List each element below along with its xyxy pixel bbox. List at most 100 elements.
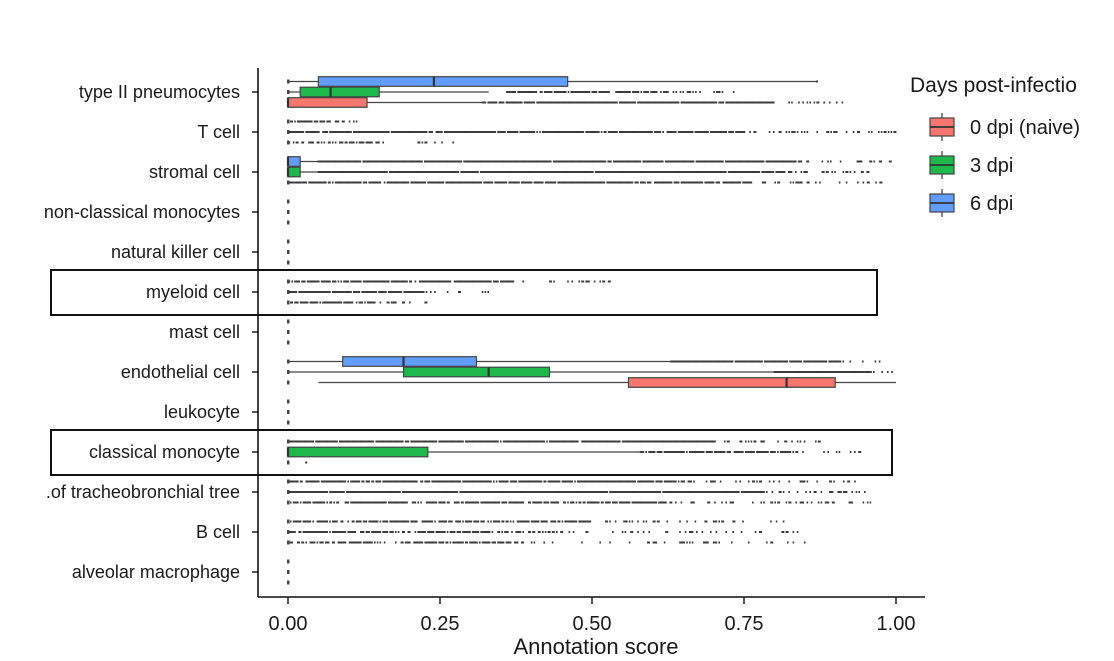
outlier-point (662, 101, 664, 104)
outlier-point (772, 451, 775, 453)
outlier-point (397, 491, 400, 493)
outlier-point (389, 440, 391, 443)
outlier-point (718, 91, 721, 93)
outlier-point (733, 451, 736, 453)
outlier-point (396, 491, 398, 493)
outlier-point (362, 491, 365, 493)
outlier-point (375, 171, 377, 173)
outlier-point (644, 91, 647, 93)
outlier-point (532, 101, 534, 104)
outlier-point (433, 160, 436, 163)
outlier-point (494, 101, 496, 104)
outlier-point (671, 171, 674, 173)
outlier-point (659, 131, 662, 133)
outlier-point (808, 371, 811, 373)
outliers-b-cell-0-dpi-naive (287, 541, 806, 544)
outlier-point (783, 171, 786, 173)
outlier-point (520, 101, 523, 104)
outlier-point (339, 301, 341, 304)
outlier-point (469, 181, 471, 184)
box-body (287, 97, 368, 108)
outlier-point (305, 131, 307, 133)
outlier-point (389, 160, 391, 163)
outlier-point (494, 160, 496, 163)
outlier-point (350, 181, 352, 184)
outlier-point (849, 451, 852, 453)
outlier-point (339, 131, 341, 133)
outlier-point (553, 91, 556, 93)
outlier-point (434, 181, 436, 184)
outlier-point (327, 480, 330, 483)
outlier-point (634, 101, 636, 104)
outlier-point (400, 280, 403, 283)
outlier-point (631, 131, 634, 133)
outlier-point (826, 371, 829, 373)
outlier-point (691, 531, 694, 533)
outlier-point (596, 480, 599, 483)
outlier-point (630, 440, 632, 443)
outlier-point (754, 491, 757, 493)
outlier-point (544, 101, 547, 104)
outlier-point (316, 480, 319, 483)
outlier-point (484, 491, 487, 493)
outlier-point (409, 131, 411, 133)
outlier-point (694, 101, 697, 104)
outlier-point (533, 541, 536, 544)
outlier-point (831, 171, 833, 173)
outlier-point (839, 360, 842, 363)
outlier-point (487, 531, 489, 533)
outlier-point (523, 491, 526, 493)
outlier-point (677, 101, 680, 104)
outlier-point (413, 131, 415, 133)
outlier-point (695, 101, 698, 104)
outlier-point (331, 171, 334, 173)
outlier-point (332, 181, 334, 184)
outlier-point (829, 371, 832, 373)
outlier-point (815, 360, 818, 363)
outlier-point (764, 360, 766, 363)
outlier-point (362, 541, 365, 544)
outlier-point (498, 531, 501, 533)
outlier-point (343, 291, 345, 293)
outlier-point (315, 531, 317, 533)
outlier-point (778, 181, 781, 184)
outlier-point (639, 101, 642, 104)
outlier-point (691, 501, 694, 504)
outlier-point (579, 520, 582, 523)
outlier-point (347, 480, 349, 483)
outlier-point (600, 101, 603, 104)
outlier-point (295, 491, 298, 493)
outlier-point (650, 91, 652, 93)
outlier-point (592, 101, 594, 104)
outlier-point (836, 131, 838, 133)
outlier-point (726, 451, 729, 453)
outlier-point (541, 160, 544, 163)
box-classical-monocyte-3-dpi (286, 446, 641, 458)
outlier-point (581, 520, 583, 523)
outlier-point (389, 520, 391, 523)
outlier-point (649, 501, 652, 504)
outlier-point (811, 360, 814, 363)
outlier-point (489, 171, 492, 173)
outlier-point (546, 520, 548, 523)
outlier-point (396, 501, 398, 504)
outlier-point (663, 491, 666, 493)
outlier-point (309, 480, 312, 483)
outlier-point (785, 131, 788, 133)
outlier-point (689, 480, 691, 483)
outlier-point (710, 531, 712, 533)
outlier-point (588, 491, 590, 493)
outlier-point (505, 480, 508, 483)
outlier-point (295, 480, 298, 483)
outlier-point (545, 171, 548, 173)
outlier-point (769, 171, 772, 173)
outlier-point (788, 491, 790, 493)
outlier-point (627, 491, 629, 493)
outlier-point (430, 491, 432, 493)
outlier-point (627, 171, 629, 173)
outlier-point (448, 520, 450, 523)
outlier-point (691, 451, 694, 453)
outlier-point (819, 371, 822, 373)
outlier-point (672, 451, 674, 453)
outlier-point (599, 280, 601, 283)
